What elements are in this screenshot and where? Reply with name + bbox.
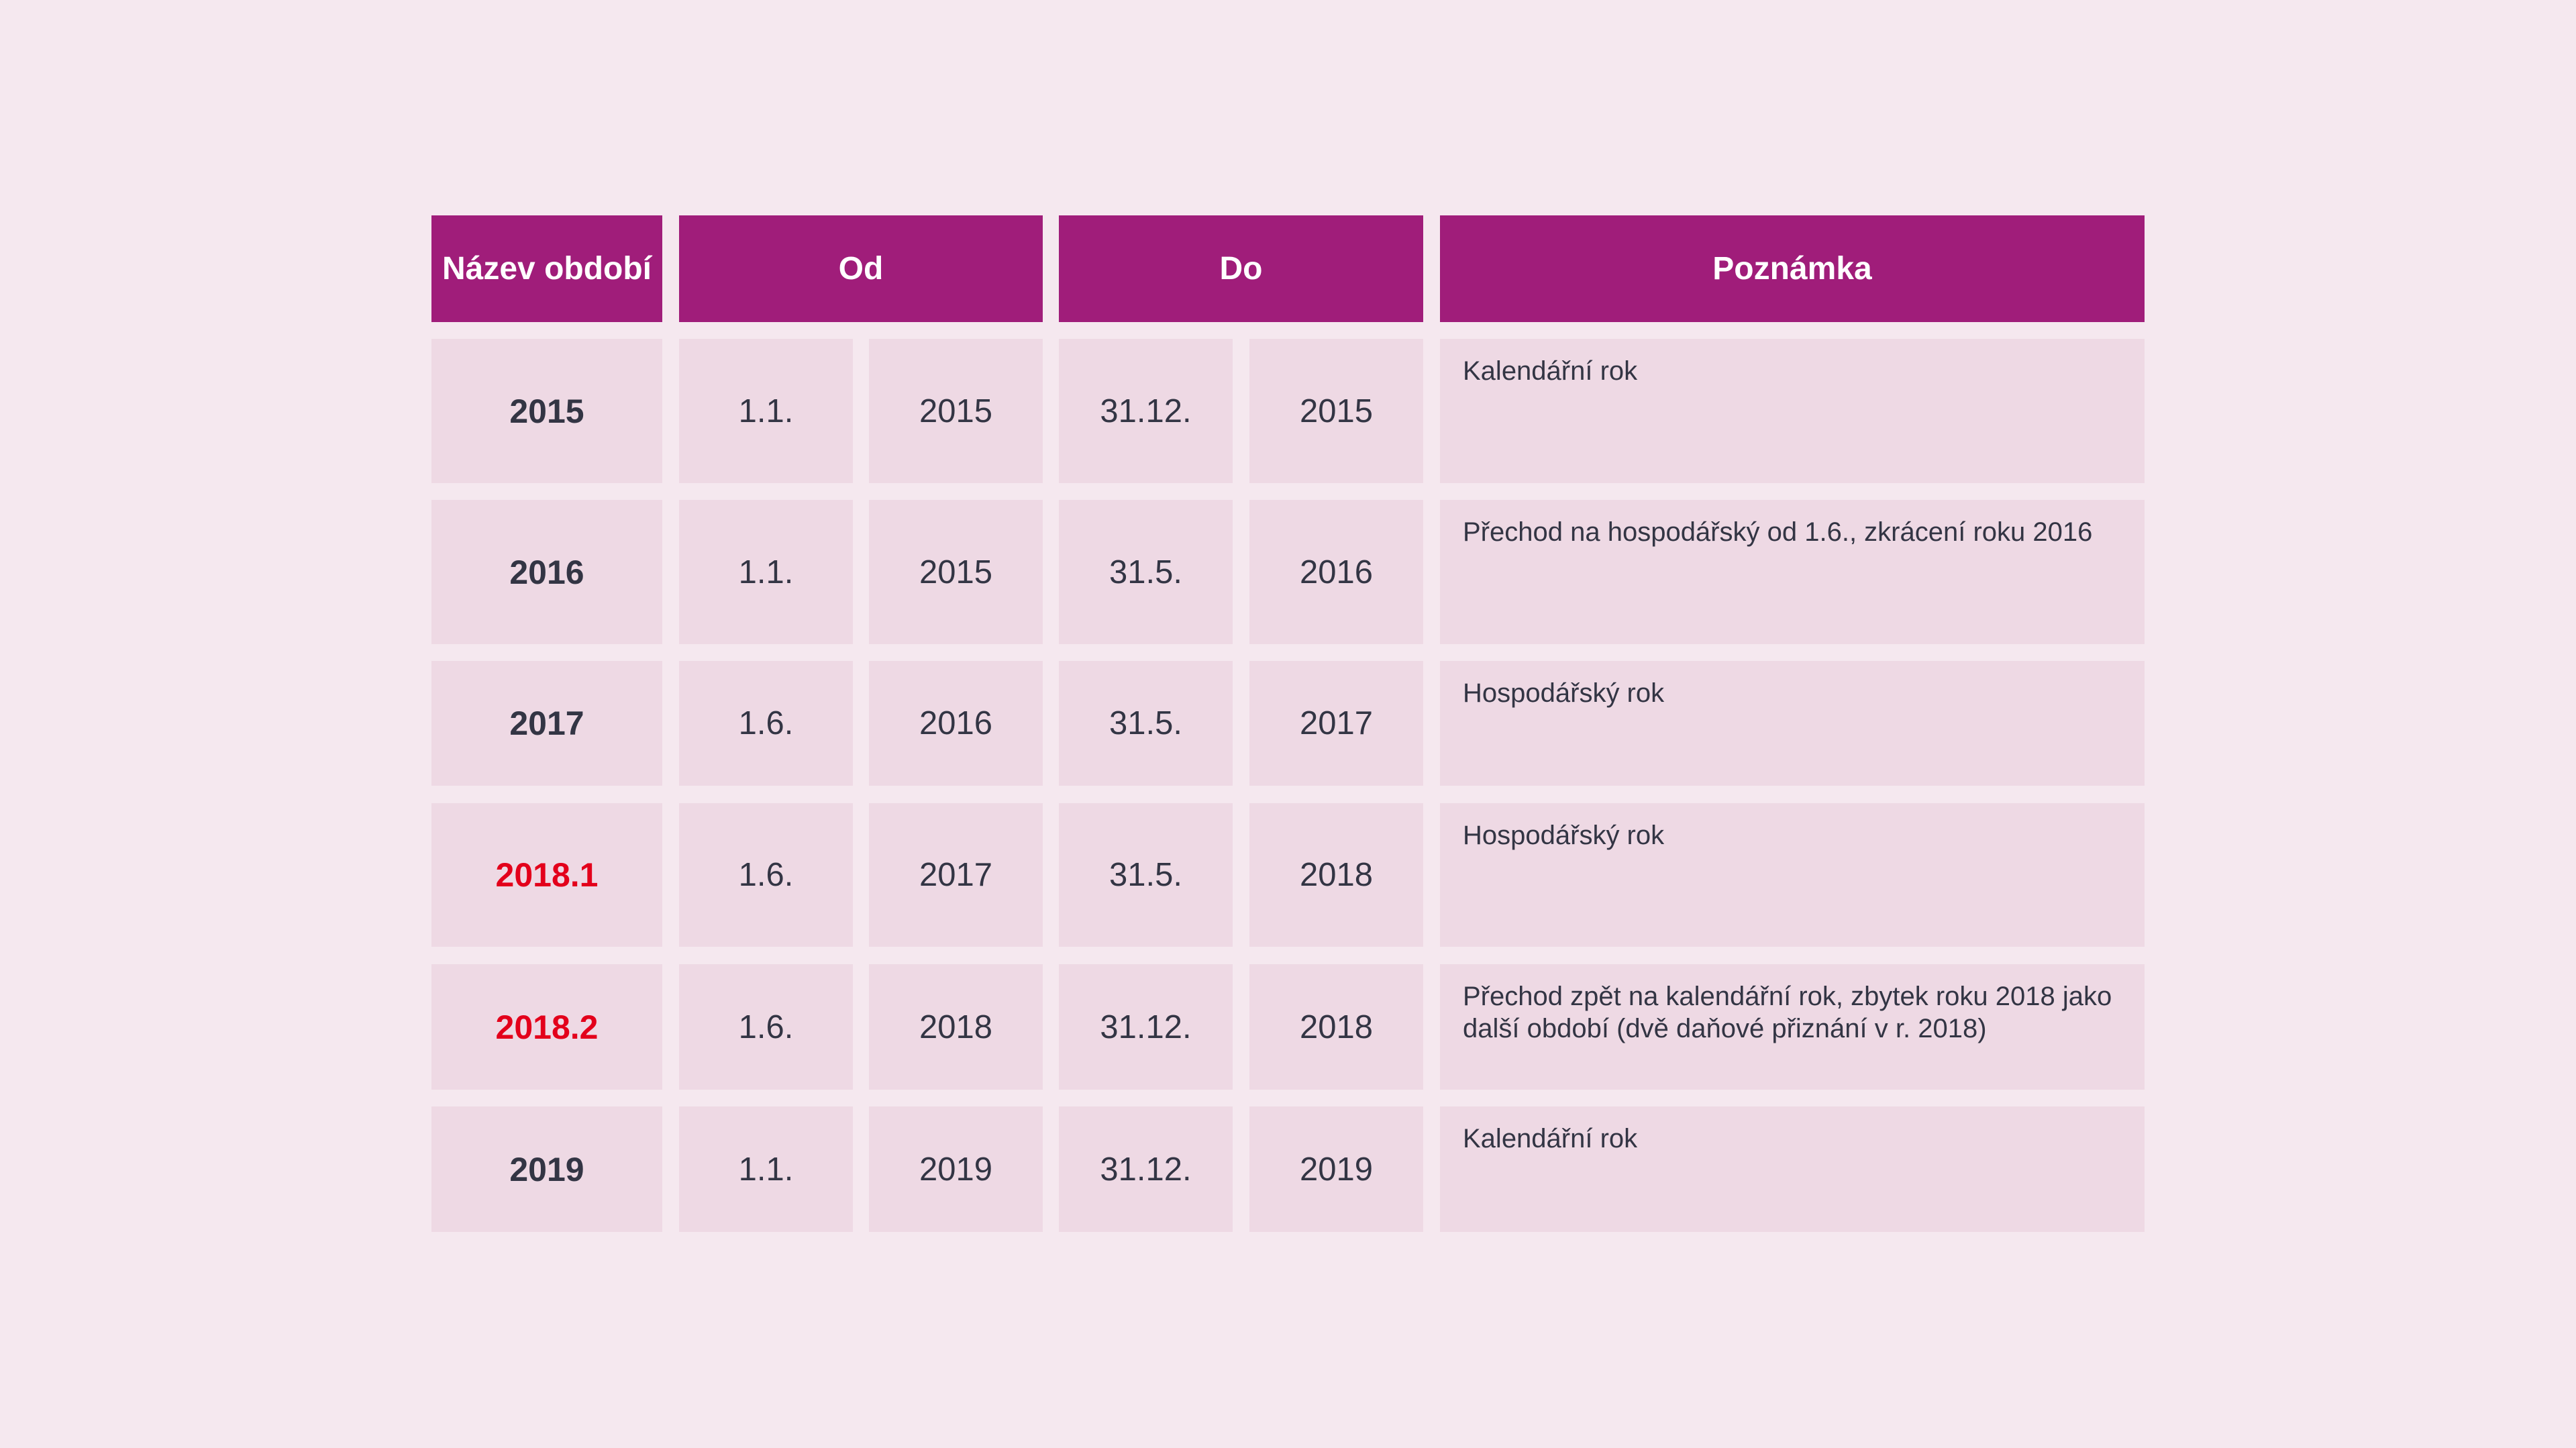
row-note: Hospodářský rok	[1440, 803, 2145, 947]
row-from-day: 1.6.	[679, 964, 853, 1090]
row-to-year: 2019	[1249, 1106, 1423, 1232]
row-to-day: 31.5.	[1059, 661, 1233, 786]
row-period-name: 2015	[431, 339, 662, 483]
row-period-name: 2019	[431, 1106, 662, 1232]
header-name: Název období	[431, 215, 662, 322]
row-from-day: 1.1.	[679, 1106, 853, 1232]
row-note: Kalendářní rok	[1440, 339, 2145, 483]
row-to-year: 2018	[1249, 803, 1423, 947]
row-to-day: 31.12.	[1059, 1106, 1233, 1232]
row-to-day: 31.5.	[1059, 803, 1233, 947]
row-to-day: 31.5.	[1059, 500, 1233, 644]
row-period-name: 2017	[431, 661, 662, 786]
row-from-day: 1.6.	[679, 661, 853, 786]
row-to-year: 2016	[1249, 500, 1423, 644]
row-from-year: 2019	[869, 1106, 1043, 1232]
header-to: Do	[1059, 215, 1423, 322]
row-period-name: 2016	[431, 500, 662, 644]
row-from-day: 1.1.	[679, 500, 853, 644]
row-from-year: 2018	[869, 964, 1043, 1090]
row-from-year: 2015	[869, 500, 1043, 644]
row-from-year: 2015	[869, 339, 1043, 483]
row-to-year: 2015	[1249, 339, 1423, 483]
row-note: Kalendářní rok	[1440, 1106, 2145, 1232]
row-note: Hospodářský rok	[1440, 661, 2145, 786]
row-from-day: 1.1.	[679, 339, 853, 483]
row-period-name: 2018.2	[431, 964, 662, 1090]
row-to-year: 2018	[1249, 964, 1423, 1090]
row-period-name: 2018.1	[431, 803, 662, 947]
row-from-year: 2016	[869, 661, 1043, 786]
row-from-day: 1.6.	[679, 803, 853, 947]
header-note: Poznámka	[1440, 215, 2145, 322]
row-to-day: 31.12.	[1059, 964, 1233, 1090]
row-from-year: 2017	[869, 803, 1043, 947]
header-from: Od	[679, 215, 1043, 322]
row-note: Přechod zpět na kalendářní rok, zbytek r…	[1440, 964, 2145, 1090]
row-to-year: 2017	[1249, 661, 1423, 786]
row-note: Přechod na hospodářský od 1.6., zkrácení…	[1440, 500, 2145, 644]
row-to-day: 31.12.	[1059, 339, 1233, 483]
